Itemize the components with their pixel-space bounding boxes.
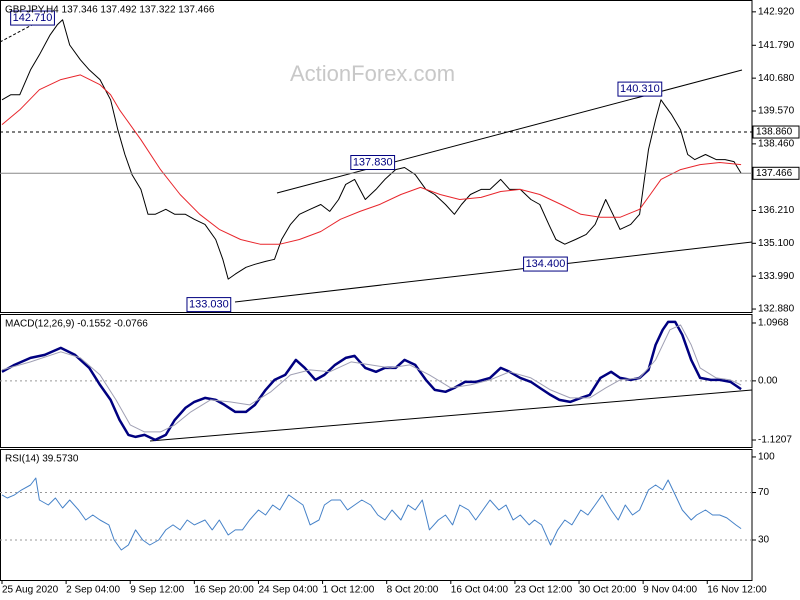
price-label-box [752, 166, 800, 180]
annotation-label: 137.830 [353, 156, 393, 168]
panel-title: MACD(12,26,9) -0.1552 -0.0766 [5, 319, 148, 330]
price-label: 138.860 [756, 127, 793, 138]
panel-title: GBPJPY,H4 137.346 137.492 137.322 137.46… [5, 5, 215, 16]
price-label: 137.466 [756, 168, 793, 179]
trendline [276, 69, 743, 194]
panel-border [0, 449, 753, 581]
x-tick-label: 16 Oct 04:00 [451, 585, 509, 596]
annotation-box [186, 297, 232, 313]
y-tick-label: 1.0968 [758, 318, 789, 329]
y-tick-label: 140.680 [758, 73, 795, 84]
annotation-box [350, 155, 396, 171]
x-tick-label: 24 Sep 04:00 [258, 585, 318, 596]
y-tick-label: 138.460 [758, 139, 795, 150]
y-tick-label: 70 [758, 487, 770, 498]
trendline [234, 241, 753, 303]
x-tick-label: 16 Sep 20:00 [194, 585, 254, 596]
x-tick-label: 2 Sep 04:00 [66, 585, 120, 596]
series-line [1, 74, 742, 245]
series-line [1, 19, 742, 280]
y-tick-label: -1.1207 [758, 435, 792, 446]
annotation-label: 134.400 [526, 258, 566, 270]
x-tick-label: 8 Oct 20:00 [387, 585, 439, 596]
series-line [1, 477, 742, 551]
series-line [1, 324, 742, 433]
y-tick-label: 0.00 [758, 376, 778, 387]
panel-border [0, 0, 753, 313]
trendline [149, 389, 753, 442]
panel-title: RSI(14) 39.5730 [5, 454, 79, 465]
y-tick-label: 133.990 [758, 271, 795, 282]
x-tick-label: 16 Nov 12:00 [707, 585, 767, 596]
x-tick-label: 9 Sep 12:00 [130, 585, 184, 596]
annotation-label: 140.310 [620, 83, 660, 95]
annotation-box [617, 81, 663, 97]
y-tick-label: 30 [758, 535, 770, 546]
watermark: ActionForex.com [290, 61, 455, 86]
x-tick-label: 9 Nov 04:00 [643, 585, 697, 596]
y-tick-label: 136.210 [758, 205, 795, 216]
y-tick-label: 132.880 [758, 304, 795, 315]
annotation-label: 142.710 [13, 12, 53, 24]
annotation-box [10, 10, 55, 26]
x-tick-label: 30 Oct 20:00 [579, 585, 637, 596]
annotation-label: 133.030 [189, 299, 229, 311]
y-tick-label: 142.920 [758, 6, 795, 17]
x-tick-label: 23 Oct 12:00 [515, 585, 573, 596]
x-tick-label: 25 Aug 2020 [2, 585, 59, 596]
price-label-box [752, 125, 800, 139]
annotation-box [523, 256, 568, 272]
y-tick-label: 139.570 [758, 106, 795, 117]
y-tick-label: 100 [758, 452, 775, 463]
y-tick-label: 141.790 [758, 40, 795, 51]
y-tick-label: 135.100 [758, 238, 795, 249]
x-tick-label: 1 Oct 12:00 [323, 585, 375, 596]
